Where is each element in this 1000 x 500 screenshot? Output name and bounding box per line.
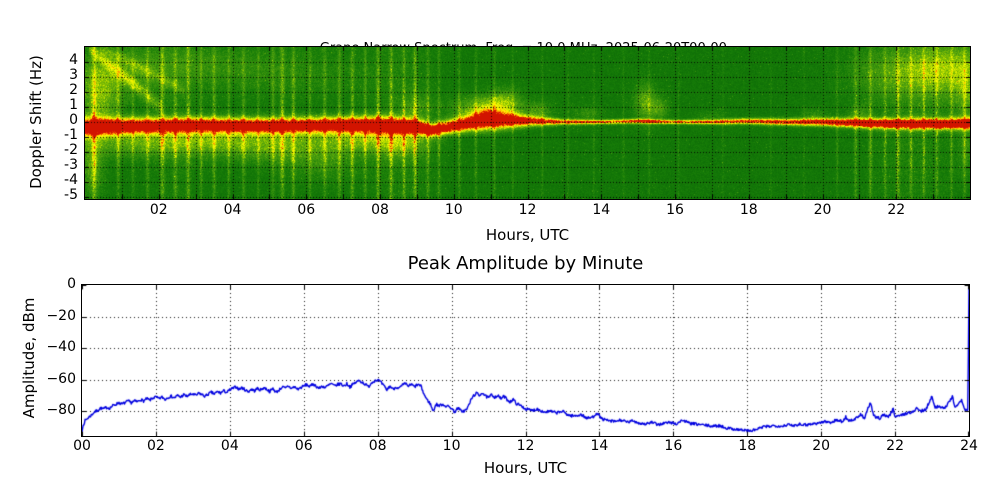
tick-label: 24: [960, 438, 978, 454]
tick-label: 14: [590, 438, 609, 454]
tick-label: 12: [516, 438, 535, 454]
tick-label: 3: [69, 67, 78, 83]
amplitude-title: Peak Amplitude by Minute: [407, 253, 644, 274]
tick-label: 06: [297, 202, 316, 218]
tick-label: 02: [146, 438, 165, 454]
tick-label: 0: [67, 276, 76, 292]
tick-label: -4: [64, 172, 78, 188]
tick-label: 18: [739, 202, 758, 218]
tick-label: 08: [368, 438, 387, 454]
tick-label: 14: [592, 202, 611, 218]
tick-label: 16: [664, 438, 683, 454]
tick-label: 22: [886, 438, 904, 454]
spectrogram-xlabel: Hours, UTC: [485, 226, 570, 244]
amplitude-plot: [81, 284, 970, 437]
tick-label: 4: [69, 52, 78, 68]
tick-label: 22: [887, 202, 906, 218]
tick-label: 20: [812, 438, 831, 454]
tick-label: −40: [46, 339, 76, 356]
tick-label: 1: [69, 97, 78, 113]
tick-label: -5: [64, 187, 78, 203]
tick-label: 0: [69, 112, 78, 128]
amplitude-xlabel: Hours, UTC: [483, 459, 568, 477]
tick-label: 18: [738, 438, 757, 454]
tick-label: -1: [64, 127, 78, 143]
tick-label: −20: [46, 307, 76, 324]
tick-label: 16: [666, 202, 684, 218]
tick-label: 06: [294, 438, 313, 454]
tick-label: 10: [444, 202, 463, 218]
tick-label: 00: [73, 438, 91, 454]
tick-label: 20: [813, 202, 832, 218]
spectrogram-plot: [84, 46, 971, 200]
tick-label: 10: [442, 438, 461, 454]
tick-label: −60: [46, 370, 76, 387]
tick-label: 2: [69, 82, 78, 98]
tick-label: -3: [64, 157, 78, 173]
tick-label: 02: [149, 202, 168, 218]
tick-label: 04: [220, 438, 239, 454]
tick-label: 08: [371, 202, 389, 218]
tick-label: -2: [64, 142, 78, 158]
tick-label: −80: [46, 402, 76, 419]
tick-label: 12: [518, 202, 537, 218]
tick-label: 04: [223, 202, 242, 218]
